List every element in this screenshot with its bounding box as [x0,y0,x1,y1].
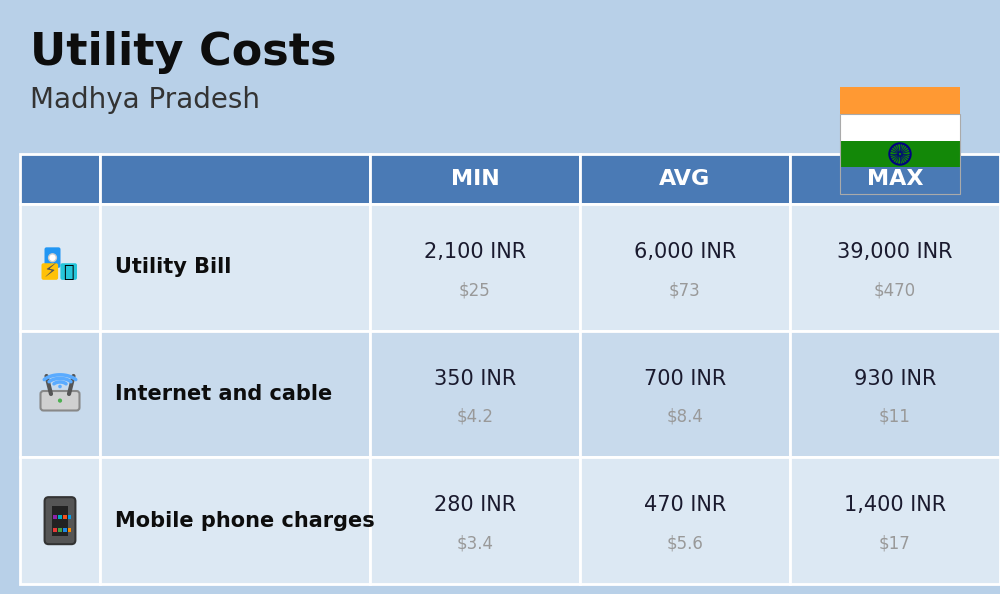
Text: 470 INR: 470 INR [644,495,726,516]
Bar [20,204,100,331]
Bar [370,331,580,457]
Bar [100,154,370,204]
Text: MIN: MIN [451,169,499,189]
Bar [580,204,790,331]
Bar [790,154,1000,204]
Text: $470: $470 [874,281,916,299]
Text: Utility Costs: Utility Costs [30,31,336,74]
Bar [790,204,1000,331]
Text: Madhya Pradesh: Madhya Pradesh [30,86,260,114]
Text: 6,000 INR: 6,000 INR [634,242,736,262]
Bar [52,506,68,536]
Circle shape [49,254,56,261]
Bar [63,515,67,519]
Text: $4.2: $4.2 [456,408,494,426]
Text: AVG: AVG [659,169,711,189]
Text: MAX: MAX [867,169,923,189]
Bar [370,204,580,331]
Bar [100,457,370,584]
Text: $5.6: $5.6 [667,535,703,552]
Bar [100,204,370,331]
Text: 700 INR: 700 INR [644,369,726,389]
Bar [840,141,960,168]
Bar [370,457,580,584]
FancyBboxPatch shape [40,391,80,410]
Text: $25: $25 [459,281,491,299]
Bar [790,457,1000,584]
Bar [580,331,790,457]
FancyBboxPatch shape [60,263,77,280]
Bar [20,457,100,584]
Circle shape [58,385,62,388]
Text: 2,100 INR: 2,100 INR [424,242,526,262]
Text: $3.4: $3.4 [456,535,494,552]
Text: $11: $11 [879,408,911,426]
Bar [840,114,960,194]
FancyBboxPatch shape [45,497,75,544]
Bar [68,515,71,519]
Bar [790,331,1000,457]
Bar [840,114,960,141]
Bar [100,331,370,457]
Text: $73: $73 [669,281,701,299]
Text: Mobile phone charges: Mobile phone charges [115,511,375,530]
Bar [20,331,100,457]
Text: 1,400 INR: 1,400 INR [844,495,946,516]
Text: Internet and cable: Internet and cable [115,384,332,404]
Bar [20,154,100,204]
Bar [53,515,57,519]
Bar [370,154,580,204]
Text: $17: $17 [879,535,911,552]
FancyBboxPatch shape [44,247,60,268]
FancyBboxPatch shape [42,263,58,280]
Text: 280 INR: 280 INR [434,495,516,516]
Bar [580,457,790,584]
Text: $8.4: $8.4 [667,408,703,426]
Text: 350 INR: 350 INR [434,369,516,389]
Bar [840,87,960,114]
Bar [58,515,62,519]
Bar [68,529,71,532]
Bar [58,529,62,532]
Text: ⚡: ⚡ [43,262,56,281]
Text: Utility Bill: Utility Bill [115,257,231,277]
Bar [53,529,57,532]
Circle shape [58,399,62,403]
Text: 930 INR: 930 INR [854,369,936,389]
Bar [63,529,67,532]
Text: 39,000 INR: 39,000 INR [837,242,953,262]
Text: 💧: 💧 [63,263,74,280]
Bar [580,154,790,204]
